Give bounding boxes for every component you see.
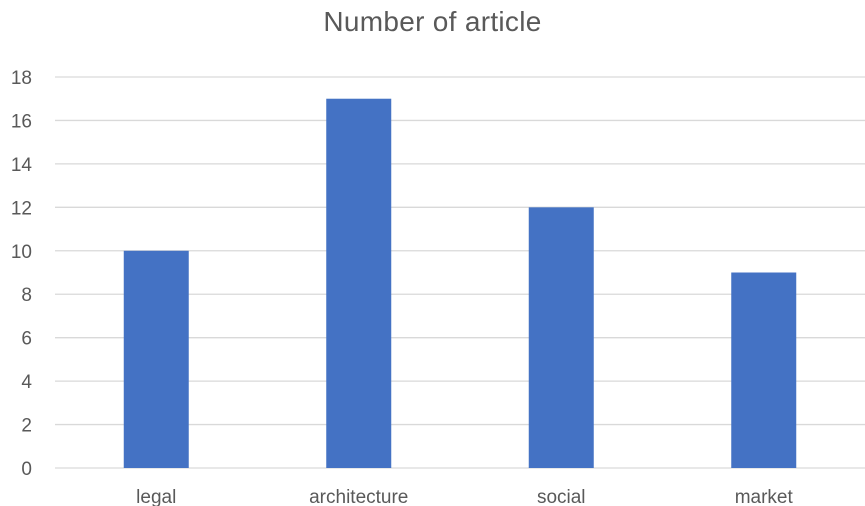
- y-tick-label: 0: [21, 459, 32, 480]
- y-tick-label: 18: [11, 68, 32, 89]
- bars: [123, 98, 797, 469]
- y-tick-label: 8: [21, 285, 32, 306]
- y-tick-label: 2: [21, 416, 32, 437]
- bar-social: [528, 207, 594, 469]
- bar-market: [731, 272, 797, 468]
- y-tick-label: 4: [21, 372, 32, 393]
- x-category-label: architecture: [309, 487, 408, 506]
- bar-architecture: [326, 98, 392, 468]
- chart-title: Number of article: [323, 6, 542, 37]
- x-category-label: market: [735, 487, 794, 506]
- gridlines: [55, 76, 865, 469]
- y-tick-label: 14: [11, 155, 33, 176]
- x-axis-categories: legal architecture social market: [136, 487, 793, 506]
- x-category-label: legal: [136, 487, 176, 506]
- x-category-label: social: [537, 487, 586, 506]
- y-tick-label: 6: [21, 329, 32, 350]
- bar-legal: [123, 250, 189, 468]
- y-tick-label: 10: [11, 242, 32, 263]
- y-axis-ticks: 0 2 4 6 8 10 12 14 16 18: [11, 68, 33, 480]
- y-tick-label: 16: [11, 111, 32, 132]
- y-tick-label: 12: [11, 198, 32, 219]
